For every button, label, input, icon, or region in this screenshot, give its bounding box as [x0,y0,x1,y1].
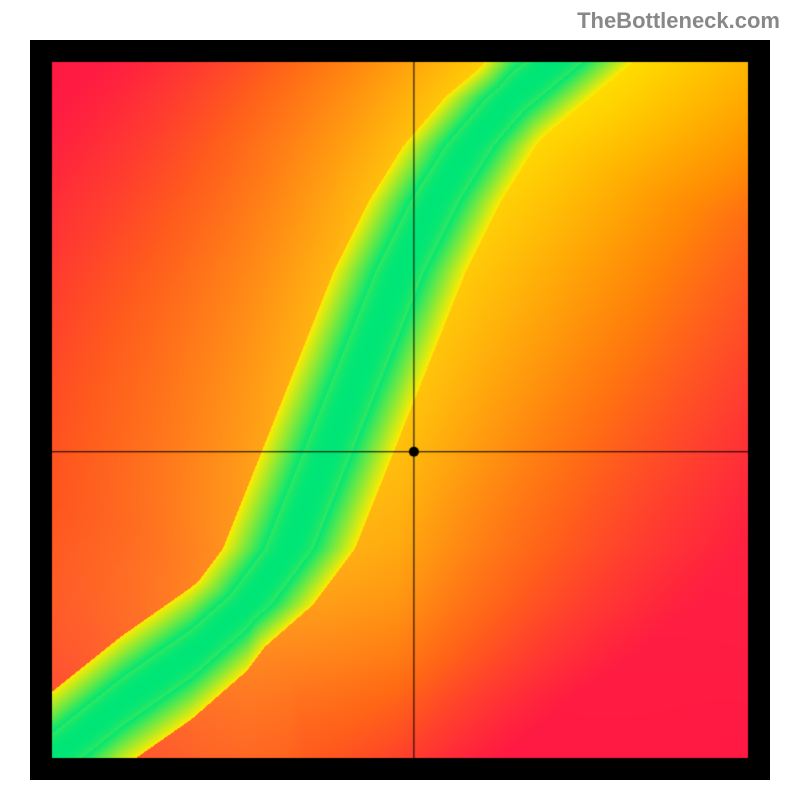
watermark-text: TheBottleneck.com [577,8,780,34]
heatmap-canvas [30,40,770,780]
bottleneck-heatmap [30,40,770,780]
